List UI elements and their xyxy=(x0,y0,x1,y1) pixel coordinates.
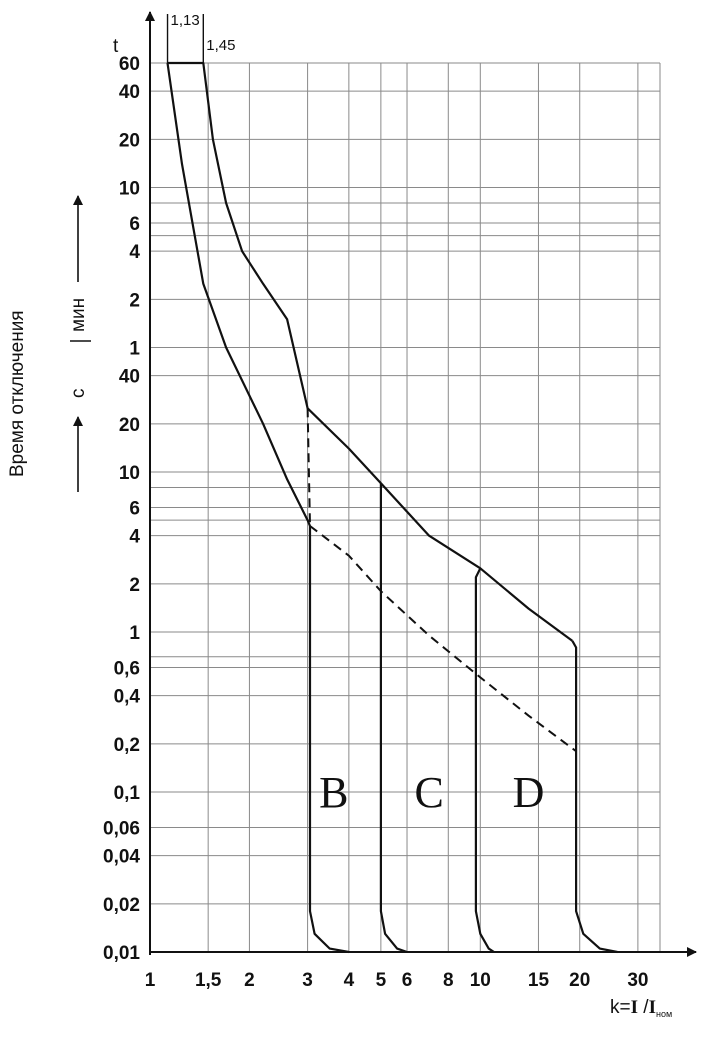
tick-labels: 1 1,5 2 3 4 5 6 8 10 15 20 300,010,020,040,060,10,2… xyxy=(103,54,648,991)
y-tick-label-seconds: 0,4 xyxy=(114,687,141,708)
x-axis-label-numerator: I xyxy=(631,997,638,1018)
curve-class-label: D xyxy=(513,768,545,817)
y-tick-label-seconds: 0,6 xyxy=(114,658,140,679)
y-tick-label-minutes: 40 xyxy=(119,82,140,103)
x-axis-label-prefix: k= xyxy=(610,997,631,1018)
x-tick-label: 6 xyxy=(402,970,413,991)
y-tick-label-seconds: 0,01 xyxy=(103,943,140,964)
y-tick-label-seconds: 2 xyxy=(129,575,140,596)
y-tick-label-minutes: 1 xyxy=(129,339,140,360)
x-tick-label: 1 xyxy=(145,970,156,991)
y-tick-label-seconds: 0,02 xyxy=(103,895,140,916)
curve-labels: B C D xyxy=(319,768,544,817)
y-tick-label-minutes: 6 xyxy=(129,214,140,235)
x-tick-label: 20 xyxy=(569,970,590,991)
curve-solid xyxy=(308,526,350,954)
curve-dashed xyxy=(306,408,311,527)
curve-solid xyxy=(166,62,312,527)
y-tick-label-minutes: 60 xyxy=(119,54,140,75)
y-tick-label-minutes: 20 xyxy=(119,130,140,151)
curve-solid xyxy=(379,483,408,954)
y-label-unit-seconds: с xyxy=(68,389,89,399)
y-tick-label-seconds: 0,04 xyxy=(103,847,140,868)
y-tick-label-seconds: 40 xyxy=(119,367,140,388)
y-tick-label-minutes: 2 xyxy=(129,290,140,311)
y-axis-title-group: Время отключения с мин xyxy=(7,195,91,492)
curve-solid xyxy=(474,567,495,953)
x-tick-label: 8 xyxy=(443,970,454,991)
top-markers: 1,13 1,45 xyxy=(166,12,236,63)
y-tick-label-seconds: 20 xyxy=(119,415,140,436)
x-tick-label: 1,5 xyxy=(195,970,222,991)
x-tick-label: 5 xyxy=(376,970,387,991)
x-axis-label-subscript: ном xyxy=(656,1009,672,1019)
y-tick-label-seconds: 0,2 xyxy=(114,735,140,756)
x-tick-label: 4 xyxy=(344,970,355,991)
x-tick-label: 30 xyxy=(627,970,648,991)
curve-class-label: C xyxy=(414,768,443,817)
x-axis-label-slash: / xyxy=(638,997,649,1018)
x-tick-label: 2 xyxy=(244,970,255,991)
y-tick-label-seconds: 0,1 xyxy=(114,783,141,804)
y-axis-symbol: t xyxy=(113,36,119,57)
y-label-unit-minutes: мин xyxy=(68,298,89,332)
top-marker-label: 1,13 xyxy=(171,12,200,29)
curves xyxy=(166,61,618,954)
y-tick-label-seconds: 4 xyxy=(129,527,140,548)
curve-class-label: B xyxy=(319,768,348,817)
y-tick-label-minutes: 4 xyxy=(129,242,140,263)
axes: t k=I /Iном xyxy=(113,11,697,1019)
curve-dashed xyxy=(309,525,577,753)
y-tick-label-seconds: 6 xyxy=(129,499,140,520)
x-tick-label: 10 xyxy=(470,970,491,991)
curve-solid xyxy=(571,640,618,954)
x-axis-label: k=I /Iном xyxy=(610,997,672,1019)
y-tick-label-seconds: 1 xyxy=(129,623,140,644)
y-tick-label-minutes: 10 xyxy=(119,179,140,200)
grid xyxy=(149,62,661,953)
y-tick-label-seconds: 10 xyxy=(119,463,140,484)
x-tick-label: 15 xyxy=(528,970,550,991)
x-tick-label: 3 xyxy=(302,970,313,991)
x-axis-label-denominator: I xyxy=(649,997,656,1018)
curve-solid xyxy=(167,61,574,642)
top-marker-label: 1,45 xyxy=(206,37,235,54)
y-tick-label-seconds: 0,06 xyxy=(103,818,140,839)
y-axis-label: Время отключения xyxy=(7,310,28,477)
